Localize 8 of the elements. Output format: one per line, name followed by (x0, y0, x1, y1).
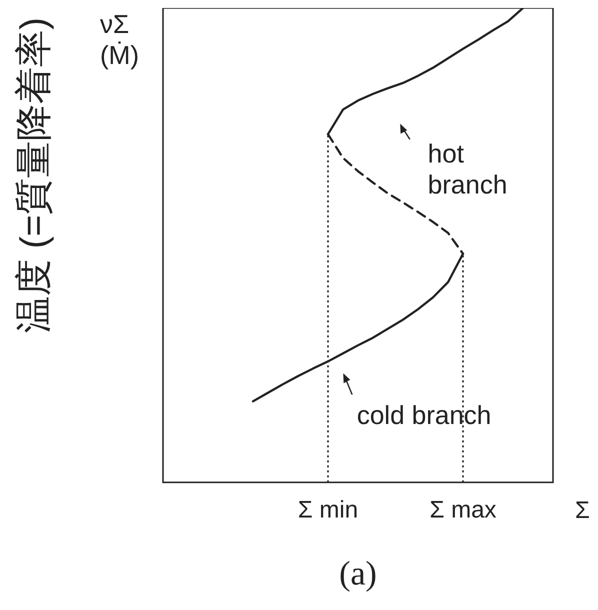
y-axis-title: 温度 (=質量降着率) (13, 17, 54, 333)
annotation: hot branch (428, 138, 508, 200)
annotation: cold branch (356, 400, 492, 430)
text: (a) (339, 556, 377, 593)
x-axis-title: Σ (575, 497, 590, 524)
text: νΣ (Ṁ) (100, 8, 139, 70)
x-tick-label: Σ max (430, 496, 496, 524)
x-tick-label: Σ min (298, 496, 358, 524)
